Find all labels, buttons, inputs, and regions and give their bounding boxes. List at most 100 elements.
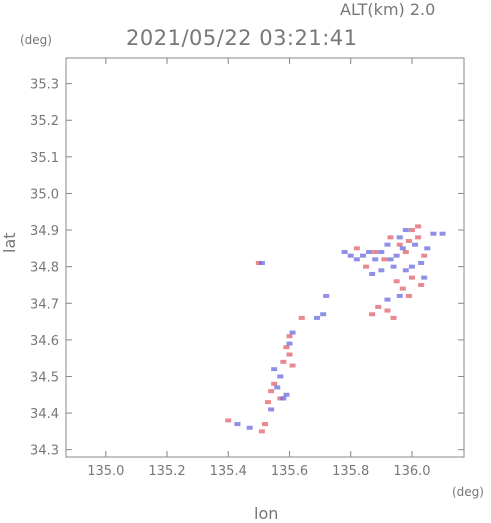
receding-data-point xyxy=(341,250,348,255)
y-tick-label: 35.1 xyxy=(30,151,59,166)
approaching-data-point xyxy=(289,363,296,368)
receding-data-point xyxy=(396,235,403,240)
approaching-data-point xyxy=(393,279,400,284)
x-unit-label: (deg) xyxy=(452,485,484,499)
chart-title: 2021/05/22 03:21:41 xyxy=(126,26,358,50)
x-tick-label: 135.4 xyxy=(210,464,247,479)
receding-data-point xyxy=(378,268,385,273)
approaching-data-point xyxy=(363,264,370,269)
receding-data-point xyxy=(283,392,290,397)
receding-data-point xyxy=(384,242,391,247)
y-tick-label: 35.0 xyxy=(30,187,59,202)
receding-data-point xyxy=(372,257,379,262)
receding-data-point xyxy=(402,228,409,233)
approaching-data-point xyxy=(258,429,265,434)
approaching-data-point xyxy=(283,345,290,350)
approaching-data-point xyxy=(298,315,305,320)
receding-data-point xyxy=(387,257,394,262)
receding-data-point xyxy=(268,407,275,412)
y-tick-label: 35.3 xyxy=(30,78,59,93)
receding-data-point xyxy=(439,231,446,236)
y-tick-label: 35.2 xyxy=(30,114,59,129)
receding-data-point xyxy=(408,264,415,269)
approaching-data-point xyxy=(277,396,284,401)
approaching-data-point xyxy=(399,286,406,291)
x-tick-label: 135.0 xyxy=(87,464,124,479)
approaching-data-point xyxy=(405,239,412,244)
receding-data-point xyxy=(289,330,296,335)
y-ticks: 34.3 34.4 34.5 34.6 34.7 34.8 34.9 35.0 35.1 35.2… xyxy=(30,78,464,459)
x-ticks: 135.0 135.2 135.4 135.6 135.8 136.0 xyxy=(87,58,431,479)
y-tick-label: 34.7 xyxy=(30,297,59,312)
approaching-data-point xyxy=(286,352,293,357)
receding-data-point xyxy=(412,242,419,247)
receding-data-point xyxy=(274,385,281,390)
approaching-data-point xyxy=(418,282,425,287)
altitude-label: ALT(km) 2.0 xyxy=(340,0,436,19)
receding-data-point xyxy=(271,367,278,372)
approaching-data-point xyxy=(265,400,272,405)
receding-data-point xyxy=(246,425,253,430)
receding-data-point xyxy=(399,246,406,251)
approaching-data-point xyxy=(280,359,287,364)
approaching-data-point xyxy=(402,250,409,255)
receding-data-point xyxy=(421,275,428,280)
y-tick-label: 34.9 xyxy=(30,224,59,239)
y-unit-label: (deg) xyxy=(20,33,52,47)
y-tick-label: 34.5 xyxy=(30,370,59,385)
receding-data-point xyxy=(369,271,376,276)
receding-data-point xyxy=(402,268,409,273)
receding-data-point xyxy=(424,246,431,251)
receding-data-point xyxy=(390,264,397,269)
receding-data-point xyxy=(234,422,241,427)
approaching-data-point xyxy=(390,315,397,320)
receding-data-point xyxy=(430,231,437,236)
x-tick-label: 135.8 xyxy=(332,464,369,479)
receding-data-point xyxy=(393,253,400,258)
approaching-data-point xyxy=(405,293,412,298)
approaching-data-point xyxy=(286,334,293,339)
approaching-data-point xyxy=(225,418,232,423)
approaching-data-point xyxy=(387,235,394,240)
receding-data-point xyxy=(258,260,265,265)
approaching-data-point xyxy=(372,250,379,255)
receding-data-point xyxy=(418,260,425,265)
y-tick-label: 34.4 xyxy=(30,407,59,422)
approaching-data-point xyxy=(262,422,268,427)
receding-data-point xyxy=(353,257,360,262)
x-tick-label: 136.0 xyxy=(393,464,430,479)
receding-data-point xyxy=(280,396,287,401)
data-points xyxy=(225,224,446,434)
y-tick-label: 34.8 xyxy=(30,261,59,276)
approaching-data-point xyxy=(408,228,415,233)
y-tick-label: 34.6 xyxy=(30,334,59,349)
approaching-data-point xyxy=(375,304,382,309)
x-tick-label: 135.6 xyxy=(271,464,308,479)
receding-data-point xyxy=(323,293,330,298)
receding-data-point xyxy=(384,297,391,302)
approaching-data-point xyxy=(271,381,278,386)
receding-data-point xyxy=(396,293,403,298)
receding-data-point xyxy=(359,253,366,258)
y-tick-label: 34.3 xyxy=(30,444,59,459)
receding-data-point xyxy=(378,250,385,255)
approaching-data-point xyxy=(396,242,403,247)
approaching-data-point xyxy=(353,246,360,251)
receding-data-point xyxy=(286,341,293,346)
x-tick-label: 135.2 xyxy=(148,464,185,479)
receding-data-point xyxy=(277,374,284,379)
approaching-data-point xyxy=(408,275,415,280)
receding-data-point xyxy=(314,315,321,320)
approaching-data-point xyxy=(255,260,262,265)
receding-data-point xyxy=(347,253,354,258)
receding-data-point xyxy=(320,312,327,317)
approaching-data-point xyxy=(384,308,391,313)
approaching-data-point xyxy=(268,389,275,394)
approaching-data-point xyxy=(415,235,422,240)
approaching-data-point xyxy=(415,224,422,229)
receding-data-point xyxy=(366,250,373,255)
approaching-data-point xyxy=(369,312,376,317)
approaching-data-point xyxy=(421,253,428,258)
plot-frame xyxy=(65,57,465,458)
